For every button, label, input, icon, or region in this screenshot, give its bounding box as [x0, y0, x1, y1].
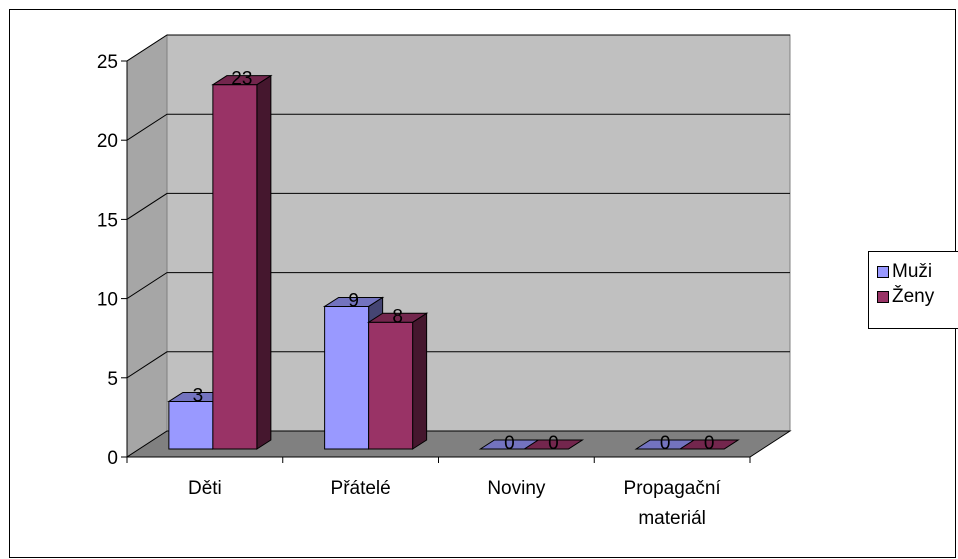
data-label: 0	[548, 433, 559, 454]
data-label: 9	[348, 290, 359, 311]
y-tick-label: 0	[107, 448, 118, 469]
legend-item-muzi: Muži	[877, 260, 932, 284]
legend-item-zeny: Ženy	[877, 285, 934, 309]
gridline	[126, 34, 790, 62]
y-tick-label: 15	[97, 210, 118, 231]
x-tick-label: Propagační	[624, 478, 722, 499]
data-label: 23	[231, 69, 252, 90]
y-tick-label: 5	[107, 369, 118, 390]
data-label: 8	[392, 306, 403, 327]
x-tick-label: Přátelé	[331, 478, 391, 499]
legend: Muži Ženy	[868, 251, 958, 329]
side-wall	[126, 34, 168, 458]
bar	[368, 321, 414, 450]
data-label: 0	[660, 433, 671, 454]
y-tick-label: 10	[97, 290, 118, 311]
legend-swatch-muzi	[877, 266, 889, 278]
bar	[168, 400, 214, 450]
bar-top	[522, 439, 585, 450]
gridline	[126, 351, 790, 379]
bar-side	[412, 312, 428, 450]
gridline	[126, 113, 790, 141]
data-label: 3	[193, 385, 204, 406]
legend-swatch-zeny	[877, 291, 889, 303]
legend-label-zeny: Ženy	[892, 286, 935, 307]
bar-top	[678, 439, 740, 450]
y-tick-label: 25	[97, 52, 118, 73]
bar	[212, 84, 258, 450]
x-tick-label: Noviny	[487, 478, 546, 499]
bar-top	[322, 296, 385, 307]
x-tick-label: Děti	[188, 478, 222, 499]
gridline	[126, 192, 790, 220]
bar	[324, 305, 370, 450]
bar-top	[366, 312, 429, 323]
y-tick-label: 20	[97, 131, 118, 152]
data-label: 0	[504, 433, 515, 454]
bar-top	[211, 75, 273, 86]
gridline	[126, 272, 790, 300]
x-tick-label: materiál	[638, 508, 706, 529]
legend-label-muzi: Muži	[892, 261, 933, 282]
bar-side	[256, 74, 272, 450]
data-label: 0	[704, 433, 715, 454]
